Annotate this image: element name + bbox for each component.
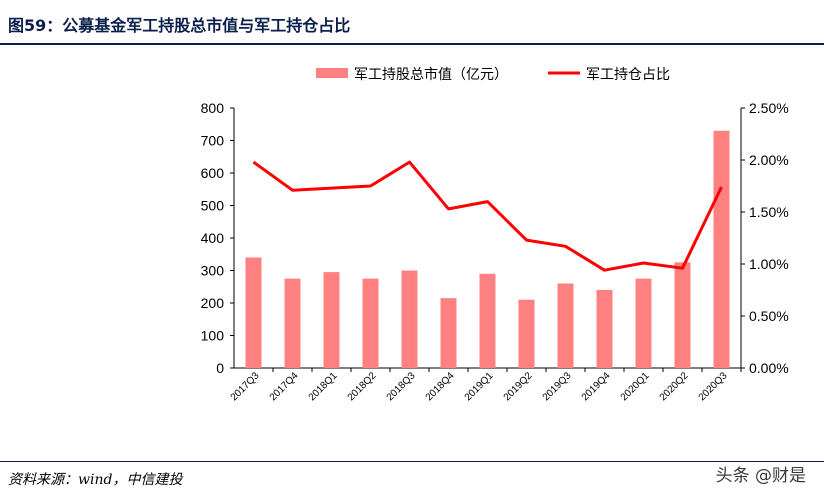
x-tick-label: 2019Q2 xyxy=(502,370,535,403)
source-note: 资料来源：wind，中信建投 xyxy=(8,472,183,488)
x-tick-label: 2019Q1 xyxy=(463,370,496,403)
y-left-tick-label: 500 xyxy=(201,198,225,214)
ratio-line xyxy=(252,160,723,272)
x-tick-label: 2020Q1 xyxy=(619,370,652,403)
x-axis-ticks: 2017Q3 2017Q4 2018Q1 2018Q2 2018Q3 2018Q4 2019… xyxy=(229,368,742,403)
line-series xyxy=(252,160,723,272)
bar xyxy=(362,278,379,368)
y-left-tick-label: 400 xyxy=(201,230,225,246)
watermark: 头条 @财是 xyxy=(715,466,806,486)
y-left-tick-label: 100 xyxy=(201,328,225,344)
y-right-tick-label: 1.00% xyxy=(749,256,789,272)
title-divider xyxy=(0,43,824,45)
bar xyxy=(635,278,652,368)
figure-title: 图59：公募基金军工持股总市值与军工持仓占比 xyxy=(8,16,351,35)
y-left-tick-label: 200 xyxy=(201,295,225,311)
y-axis-left-ticks: 0 100 200 300 400 500 600 700 800 xyxy=(201,100,234,376)
x-tick-label: 2018Q1 xyxy=(307,370,340,403)
x-tick-label: 2019Q4 xyxy=(580,370,613,403)
x-tick-label: 2020Q3 xyxy=(697,370,730,403)
bar xyxy=(557,283,574,368)
y-right-tick-label: 2.00% xyxy=(749,152,789,168)
y-axis-right-ticks: 0.00% 0.50% 1.00% 1.50% 2.00% 2.50% xyxy=(741,100,789,376)
bar xyxy=(518,299,535,368)
legend: 军工持股总市值（亿元） 军工持仓占比 xyxy=(316,66,670,83)
combo-chart: 军工持股总市值（亿元） 军工持仓占比 0 100 200 300 400 500 600 70… xyxy=(201,66,789,403)
y-left-tick-label: 0 xyxy=(216,360,224,376)
y-right-tick-label: 2.50% xyxy=(749,100,789,116)
bar xyxy=(245,257,262,368)
x-tick-label: 2019Q3 xyxy=(541,370,574,403)
y-left-tick-label: 800 xyxy=(201,100,225,116)
x-tick-label: 2017Q3 xyxy=(229,370,262,403)
y-left-tick-label: 700 xyxy=(201,133,225,149)
bar-series xyxy=(245,130,730,368)
bar xyxy=(440,298,457,368)
bar xyxy=(323,272,340,368)
x-tick-label: 2018Q3 xyxy=(385,370,418,403)
legend-label-line: 军工持仓占比 xyxy=(586,67,670,83)
bar xyxy=(479,273,496,368)
bar xyxy=(596,290,613,368)
x-tick-label: 2018Q2 xyxy=(346,370,379,403)
y-left-tick-label: 300 xyxy=(201,263,225,279)
footer-divider xyxy=(0,461,824,462)
y-right-tick-label: 0.00% xyxy=(749,360,789,376)
legend-swatch-bars xyxy=(316,68,348,78)
x-tick-label: 2020Q2 xyxy=(658,370,691,403)
y-left-tick-label: 600 xyxy=(201,165,225,181)
x-tick-label: 2017Q4 xyxy=(268,370,301,403)
bar xyxy=(401,270,418,368)
y-right-tick-label: 1.50% xyxy=(749,204,789,220)
bar xyxy=(674,262,691,368)
x-tick-label: 2018Q4 xyxy=(424,370,457,403)
legend-label-bars: 军工持股总市值（亿元） xyxy=(354,66,508,83)
y-right-tick-label: 0.50% xyxy=(749,308,789,324)
bar xyxy=(713,130,730,368)
bar xyxy=(284,278,301,368)
